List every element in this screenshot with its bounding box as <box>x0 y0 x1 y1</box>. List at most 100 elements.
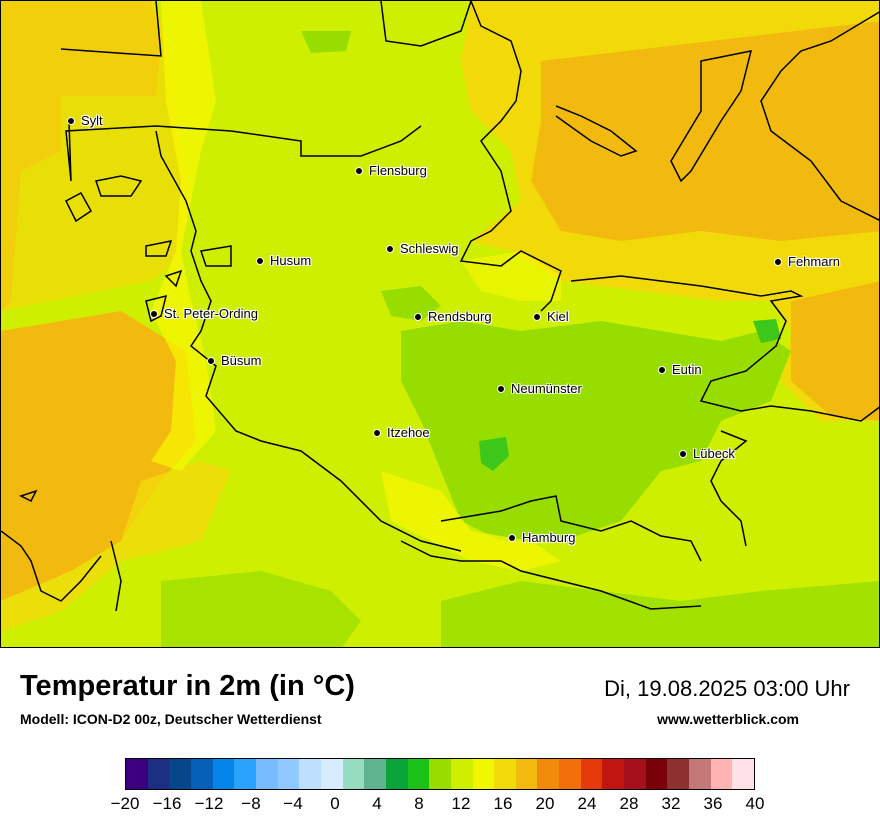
city-marker-fehmarn[interactable]: Fehmarn <box>774 254 840 269</box>
legend-tick-label: 12 <box>451 794 471 813</box>
baltic-sea-east <box>531 21 879 241</box>
color-legend-bar <box>125 758 755 790</box>
inland-green-east <box>401 321 791 541</box>
legend-swatch <box>320 759 343 789</box>
north-sea-band <box>1 1 191 311</box>
city-marker-st-peter-ording[interactable]: St. Peter-Ording <box>150 306 258 321</box>
elbe-yellow-band <box>381 471 561 571</box>
city-marker-rendsburg[interactable]: Rendsburg <box>414 309 492 324</box>
legend-swatch <box>212 759 235 789</box>
green-patch-north <box>301 31 351 53</box>
legend-swatch <box>450 759 473 789</box>
legend-swatch <box>299 759 321 789</box>
city-marker-flensburg[interactable]: Flensburg <box>355 163 427 178</box>
forecast-datetime: Di, 19.08.2025 03:00 Uhr <box>604 676 850 701</box>
city-marker-schleswig[interactable]: Schleswig <box>386 241 459 256</box>
dark-green-spot-east <box>753 319 781 343</box>
city-dot-icon <box>207 356 215 365</box>
legend-tick-label: 20 <box>535 794 555 813</box>
legend-swatch <box>190 759 213 789</box>
inland-green-rendsburg <box>381 286 441 321</box>
city-dot-icon <box>386 244 394 253</box>
city-marker-eutin[interactable]: Eutin <box>658 362 702 377</box>
inland-green-southwest <box>161 571 361 647</box>
city-marker-hamburg[interactable]: Hamburg <box>508 530 575 545</box>
city-dot-icon <box>533 312 541 321</box>
coastlines <box>1 1 879 612</box>
city-marker-itzehoe[interactable]: Itzehoe <box>373 425 430 440</box>
dark-green-spot-neumuenster <box>479 437 509 471</box>
city-dot-icon <box>150 309 158 318</box>
legend-swatch <box>407 759 430 789</box>
legend-swatch <box>126 759 148 789</box>
legend-swatch <box>385 759 408 789</box>
city-marker-luebeck[interactable]: Lübeck <box>679 446 735 461</box>
city-label: Hamburg <box>522 530 576 545</box>
legend-tick-label: 4 <box>372 794 382 813</box>
legend-tick-label: 16 <box>493 794 513 813</box>
city-marker-sylt[interactable]: Sylt <box>67 113 103 128</box>
city-dot-icon <box>679 449 687 458</box>
city-dot-icon <box>373 428 381 437</box>
map-canvas <box>1 1 879 647</box>
city-label: Neumünster <box>511 381 582 396</box>
north-sea-south <box>1 311 196 601</box>
legend-tick-label: 36 <box>703 794 723 813</box>
legend-swatch <box>429 759 451 789</box>
temperature-map[interactable]: Sylt Flensburg Schleswig Husum Fehmarn S… <box>0 0 880 648</box>
city-label: Flensburg <box>369 163 427 178</box>
legend-swatch <box>169 759 191 789</box>
city-dot-icon <box>67 116 75 125</box>
model-info: Modell: ICON-D2 00z, Deutscher Wetterdie… <box>20 711 322 727</box>
legend-tick-label: −20 <box>110 794 140 813</box>
legend-swatch <box>494 759 516 789</box>
city-label: Eutin <box>672 362 702 377</box>
legend-tick-label: −4 <box>283 794 303 813</box>
website-link[interactable]: www.wetterblick.com <box>657 711 799 727</box>
legend-swatch <box>277 759 300 789</box>
legend-swatch <box>602 759 625 789</box>
legend-tick-label: 28 <box>619 794 639 813</box>
legend-swatch <box>234 759 256 789</box>
legend-swatch <box>515 759 538 789</box>
city-marker-husum[interactable]: Husum <box>256 253 311 268</box>
legend-swatch <box>667 759 690 789</box>
legend-swatch <box>559 759 581 789</box>
legend-swatch <box>472 759 495 789</box>
legend-swatch <box>624 759 646 789</box>
city-label: Schleswig <box>400 241 459 256</box>
city-label: Husum <box>270 253 312 268</box>
city-dot-icon <box>355 166 363 175</box>
city-label: Fehmarn <box>788 254 841 269</box>
city-marker-neumuenster[interactable]: Neumünster <box>497 381 582 396</box>
legend-swatch <box>342 759 365 789</box>
city-marker-kiel[interactable]: Kiel <box>533 309 569 324</box>
inland-green-south <box>441 581 879 647</box>
city-label: Büsum <box>221 353 262 368</box>
legend-tick-label: 0 <box>330 794 340 813</box>
legend-swatch <box>255 759 278 789</box>
map-title: Temperatur in 2m (in °C) <box>20 670 355 702</box>
city-dot-icon <box>414 312 422 321</box>
city-label: St. Peter-Ording <box>164 306 258 321</box>
legend-tick-label: −16 <box>152 794 182 813</box>
legend-tick-label: 24 <box>577 794 597 813</box>
legend-swatch <box>689 759 711 789</box>
city-dot-icon <box>256 256 264 265</box>
legend-swatch <box>732 759 755 789</box>
legend-tick-label: −12 <box>194 794 224 813</box>
legend-tick-label: 8 <box>414 794 424 813</box>
legend-swatch <box>580 759 603 789</box>
legend-swatch <box>147 759 170 789</box>
city-dot-icon <box>508 533 516 542</box>
color-legend-ticks: −20 −16 −12 −8 −4 0 4 8 12 16 20 24 28 32 36 40 <box>111 794 765 818</box>
city-marker-buesum[interactable]: Büsum <box>207 353 261 368</box>
legend-tick-label: 40 <box>745 794 765 813</box>
legend-swatch <box>364 759 386 789</box>
city-label: Itzehoe <box>387 425 430 440</box>
coast-band-south <box>1 461 231 631</box>
legend-swatch <box>537 759 560 789</box>
legend-tick-label: −8 <box>241 794 261 813</box>
city-dot-icon <box>497 384 505 393</box>
city-label: Sylt <box>81 113 103 128</box>
